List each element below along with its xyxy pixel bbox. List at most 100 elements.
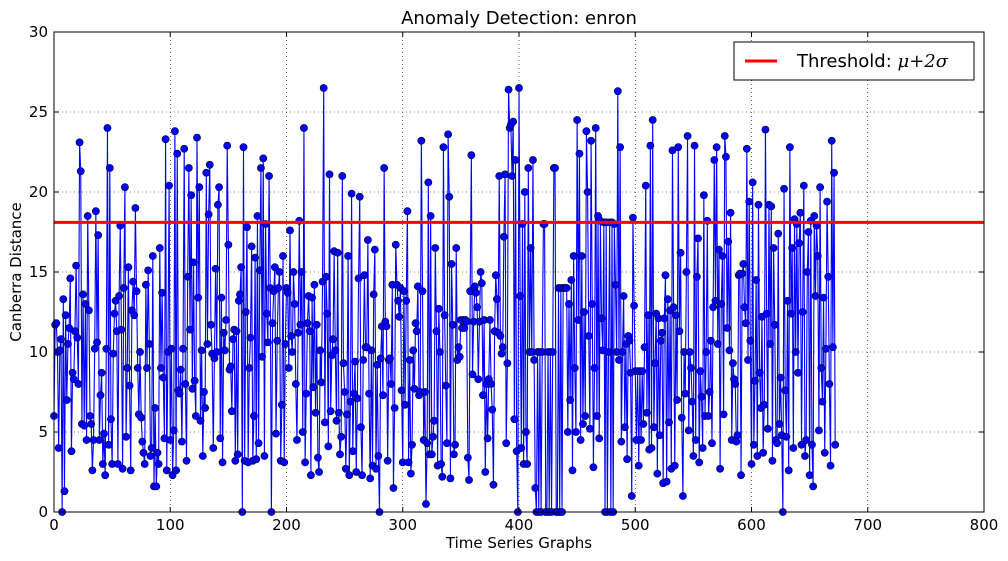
data-point	[589, 463, 598, 472]
data-point	[331, 346, 340, 355]
data-point	[446, 474, 455, 483]
data-point	[84, 306, 93, 315]
data-point	[302, 389, 311, 398]
data-point	[165, 181, 173, 190]
data-point	[467, 151, 476, 160]
data-point	[481, 468, 490, 476]
data-point	[124, 263, 133, 272]
data-point	[696, 367, 705, 376]
data-point	[262, 309, 271, 318]
data-point	[147, 444, 156, 452]
data-point	[784, 466, 793, 475]
data-point	[279, 252, 287, 260]
data-point	[444, 130, 452, 139]
data-point	[822, 344, 830, 353]
data-point	[390, 404, 399, 412]
data-point	[422, 500, 430, 508]
data-point	[274, 284, 283, 292]
data-point	[665, 418, 673, 427]
data-point	[313, 453, 322, 462]
data-point	[704, 412, 713, 420]
data-point	[788, 244, 797, 252]
data-point	[380, 164, 389, 172]
data-point	[307, 471, 315, 480]
data-point	[674, 143, 683, 152]
data-point	[782, 432, 791, 441]
data-point	[205, 160, 214, 169]
data-point	[583, 188, 592, 196]
data-point	[749, 440, 758, 449]
data-point	[245, 364, 254, 372]
data-point	[810, 212, 819, 220]
data-point	[590, 364, 599, 372]
data-point	[820, 448, 829, 457]
data-point	[117, 325, 126, 334]
data-point	[360, 271, 369, 280]
data-point	[383, 456, 392, 465]
data-point	[277, 400, 286, 409]
data-point	[172, 466, 180, 475]
data-point	[785, 143, 794, 152]
data-point	[105, 164, 114, 172]
data-point	[584, 332, 593, 340]
data-point	[62, 396, 71, 404]
data-point	[382, 322, 391, 331]
data-point	[491, 271, 500, 280]
data-point	[816, 183, 824, 192]
data-point	[136, 348, 144, 356]
data-point	[708, 439, 716, 448]
data-point	[405, 356, 414, 364]
data-point	[499, 232, 508, 241]
data-point	[801, 452, 809, 460]
data-point	[783, 296, 792, 305]
data-point	[825, 380, 834, 388]
data-point	[684, 426, 693, 435]
data-point	[259, 154, 268, 163]
data-point	[408, 440, 416, 449]
data-point	[620, 423, 629, 432]
data-point	[79, 290, 87, 299]
data-point	[808, 440, 816, 449]
data-point	[619, 292, 628, 300]
data-point	[429, 432, 437, 441]
data-point	[158, 288, 167, 297]
data-point	[679, 492, 687, 500]
data-point	[394, 296, 402, 305]
data-point	[254, 439, 263, 448]
data-point	[222, 316, 230, 324]
data-point	[524, 164, 533, 172]
data-point	[268, 319, 277, 328]
y-tick-labels: 0 5 10 15 20 25 30	[29, 23, 48, 521]
data-point	[251, 253, 260, 262]
data-point	[426, 212, 435, 220]
data-point	[283, 288, 292, 297]
data-point	[509, 117, 518, 126]
data-point	[255, 266, 264, 275]
data-point	[395, 312, 404, 321]
data-point	[96, 391, 105, 400]
data-point	[723, 324, 731, 332]
data-point	[629, 213, 637, 222]
data-point	[769, 244, 778, 252]
data-point	[687, 364, 695, 372]
data-point	[386, 354, 394, 363]
data-point	[613, 87, 622, 96]
data-point	[648, 116, 657, 124]
data-point	[653, 469, 662, 478]
data-point	[639, 420, 648, 428]
data-point	[406, 469, 415, 478]
data-point	[379, 391, 387, 400]
data-point	[517, 444, 526, 452]
data-point	[348, 447, 357, 456]
data-point	[280, 458, 289, 467]
data-point	[661, 271, 670, 280]
data-point	[752, 276, 761, 284]
data-point	[670, 461, 679, 470]
data-point	[291, 380, 300, 388]
data-point	[739, 260, 748, 268]
data-point	[436, 348, 444, 356]
data-point	[97, 368, 106, 377]
data-point	[130, 311, 139, 320]
data-point	[339, 359, 348, 368]
data-point	[817, 364, 826, 372]
